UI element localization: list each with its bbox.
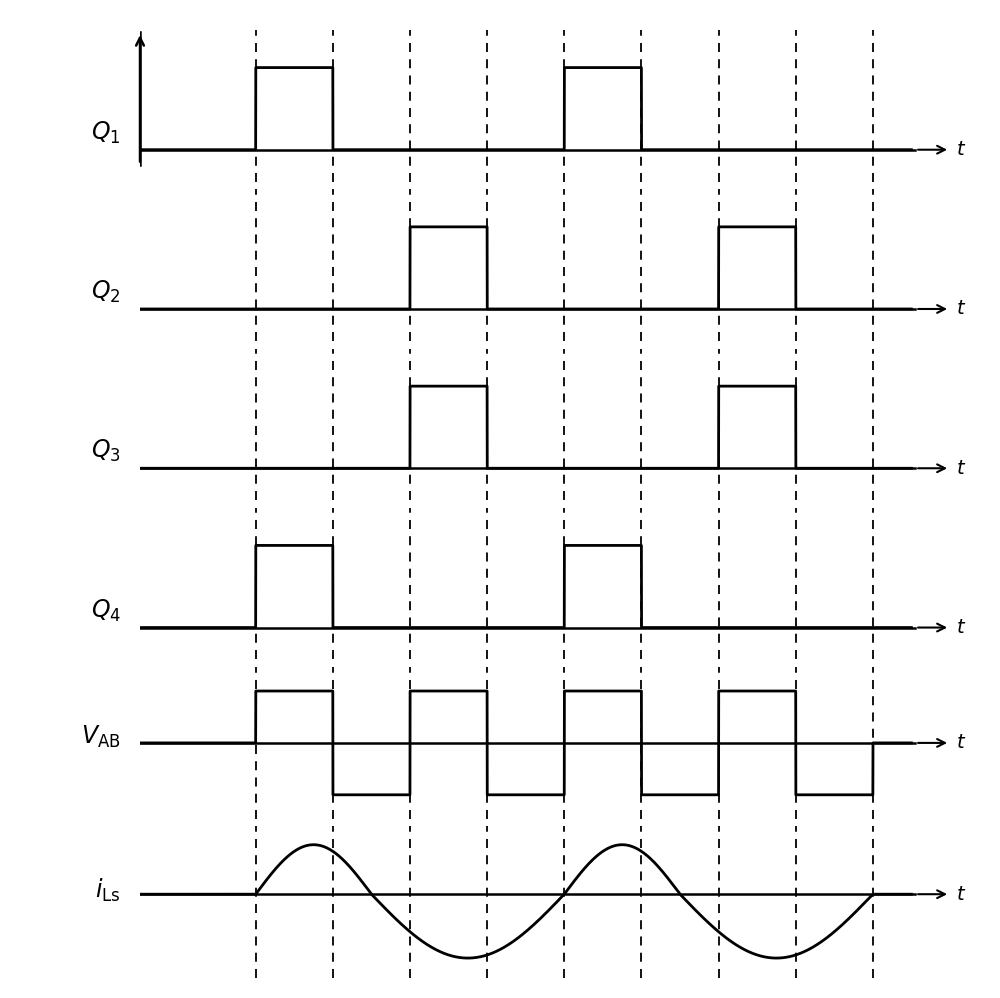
- Text: $t$: $t$: [956, 299, 966, 318]
- Text: $t$: $t$: [956, 734, 966, 752]
- Text: $t$: $t$: [956, 140, 966, 160]
- Text: $Q_2$: $Q_2$: [91, 278, 121, 305]
- Text: $i_{\mathrm{Ls}}$: $i_{\mathrm{Ls}}$: [95, 876, 121, 904]
- Text: $V_{\mathrm{AB}}$: $V_{\mathrm{AB}}$: [81, 724, 121, 749]
- Text: $t$: $t$: [956, 459, 966, 478]
- Text: $Q_1$: $Q_1$: [91, 120, 121, 146]
- Text: $t$: $t$: [956, 884, 966, 904]
- Text: $Q_4$: $Q_4$: [91, 598, 121, 624]
- Text: $t$: $t$: [956, 618, 966, 637]
- Text: $Q_3$: $Q_3$: [91, 438, 121, 464]
